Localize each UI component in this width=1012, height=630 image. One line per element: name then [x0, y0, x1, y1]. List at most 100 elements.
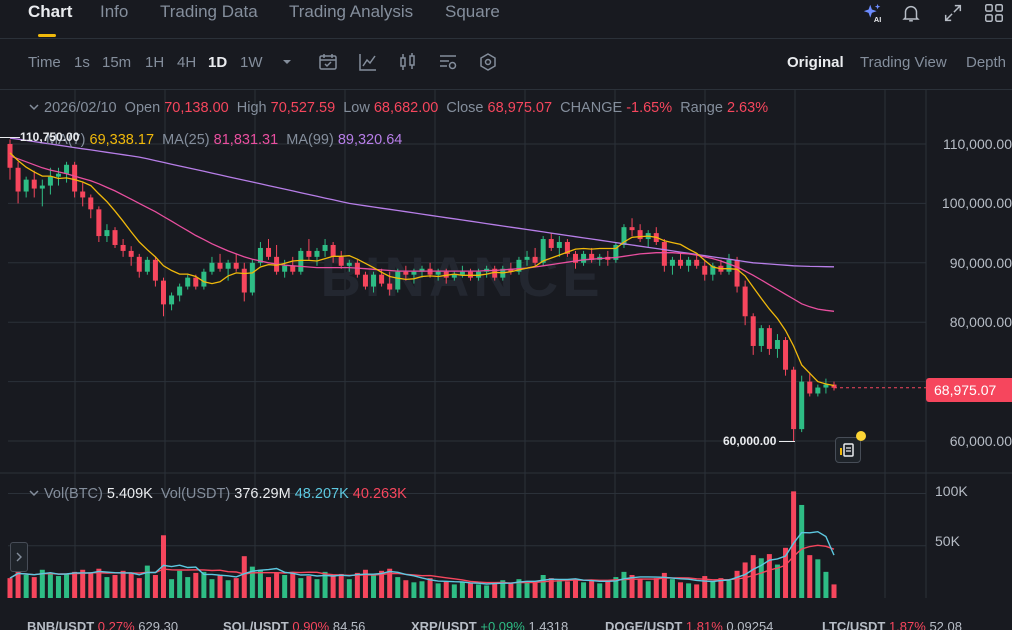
volume-bar: [282, 575, 288, 598]
collapse-chevron-icon[interactable]: [28, 101, 40, 113]
tab-trading-data[interactable]: Trading Data: [160, 2, 258, 21]
candle-body: [96, 209, 102, 237]
volume-collapse-icon[interactable]: [28, 487, 40, 499]
ticker-pair: LTC/USDT: [822, 619, 886, 630]
candle-body: [774, 340, 780, 349]
interval-15m[interactable]: 15m: [102, 54, 132, 71]
ticker-pair: DOGE/USDT: [605, 619, 683, 630]
interval-dropdown-icon[interactable]: [280, 55, 294, 69]
ma25-label: MA(25): [162, 132, 210, 148]
ticker-item[interactable]: BNB/USDT 0.27% 629.30: [27, 619, 178, 630]
volume-bar: [589, 580, 595, 598]
candle-body: [710, 265, 716, 275]
interval-1w[interactable]: 1W: [240, 54, 263, 71]
event-marker-icon[interactable]: [835, 437, 861, 463]
candle-body: [540, 239, 546, 263]
interval-1h[interactable]: 1H: [145, 54, 165, 71]
current-price-value: 68,975.07: [934, 382, 997, 398]
candle-body: [572, 253, 578, 263]
tab-chart[interactable]: Chart: [28, 2, 73, 21]
vol-btc-value: 5.409K: [106, 486, 153, 502]
ticker-change: 0.90%: [292, 619, 330, 630]
candlestick-icon[interactable]: [398, 52, 418, 72]
view-original[interactable]: Original: [787, 54, 844, 71]
low-marker-value: 60,000.00: [723, 434, 777, 448]
volume-bar: [653, 578, 659, 598]
notification-dot: [856, 431, 866, 441]
expand-icon[interactable]: [942, 2, 964, 24]
volume-bar: [621, 571, 627, 598]
change-value: -1.65%: [626, 100, 673, 116]
volume-bar: [669, 579, 675, 598]
candle-body: [193, 277, 199, 287]
ai-badge-text: AI: [874, 15, 881, 24]
volume-bar: [346, 579, 352, 598]
volume-bar: [799, 504, 805, 598]
candle-body: [217, 262, 223, 269]
volume-bar: [532, 582, 538, 598]
volume-bar: [160, 535, 166, 598]
candle-body: [362, 274, 368, 287]
current-price-tag: 68,975.07: [926, 378, 1012, 402]
indicator-line-icon[interactable]: [358, 52, 378, 72]
ticker-pair: XRP/USDT: [411, 619, 477, 630]
interval-time[interactable]: Time: [28, 54, 61, 71]
ticker-price: 52.08: [929, 619, 962, 630]
ticker-item[interactable]: DOGE/USDT 1.81% 0.09254: [605, 619, 773, 630]
hexagon-settings-icon[interactable]: [478, 52, 498, 72]
ticker-item[interactable]: LTC/USDT 1.87% 52.08: [822, 619, 962, 630]
volume-bar: [225, 580, 231, 598]
tab-info[interactable]: Info: [100, 2, 129, 21]
high-marker: 110,750.00: [0, 130, 79, 144]
bell-icon[interactable]: [900, 2, 922, 24]
tab-square[interactable]: Square: [445, 2, 500, 21]
ticker-change: +0.09%: [480, 619, 525, 630]
volume-bar: [637, 579, 643, 598]
ma25-line: [9, 155, 835, 312]
candle-body: [726, 259, 732, 272]
candle-body: [241, 268, 247, 293]
volume-bar: [120, 570, 126, 598]
interval-1s[interactable]: 1s: [74, 54, 90, 71]
candle-body: [177, 286, 183, 296]
candle-body: [524, 256, 530, 260]
ticker-item[interactable]: XRP/USDT +0.09% 1.4318: [411, 619, 568, 630]
ma99-label: MA(99): [286, 132, 334, 148]
volume-bar: [104, 577, 110, 598]
volume-bar: [678, 582, 684, 598]
volume-bar: [80, 569, 86, 598]
volume-bar: [467, 583, 473, 598]
candle-body: [371, 274, 377, 287]
chart-toolbar: Time 1s 15m 1H 4H 1D 1W Original Trading…: [0, 39, 1012, 90]
scroll-left-handle[interactable]: [10, 542, 28, 572]
chart-settings-icon[interactable]: [438, 52, 458, 72]
candle-body: [39, 185, 45, 189]
volume-bars: [7, 491, 837, 598]
ticker-change: 1.87%: [888, 619, 926, 630]
view-trading-view[interactable]: Trading View: [860, 54, 947, 71]
tab-trading-analysis[interactable]: Trading Analysis: [289, 2, 414, 21]
volume-bar: [257, 569, 263, 598]
volume-bar: [556, 580, 562, 598]
volume-bar: [783, 547, 789, 598]
ai-sparkle-icon[interactable]: AI: [862, 2, 884, 24]
high-marker-value: 110,750.00: [20, 130, 80, 144]
price-chart[interactable]: BINANCE: [0, 90, 1012, 612]
volume-bar: [427, 578, 433, 598]
layout-grid-icon[interactable]: [983, 2, 1005, 24]
ticker-pair: SOL/USDT: [223, 619, 289, 630]
volume-bar: [31, 577, 37, 598]
interval-1d[interactable]: 1D: [208, 54, 228, 71]
candle-body: [532, 256, 538, 263]
ma7-value: 69,338.17: [89, 132, 155, 148]
volume-bar: [572, 579, 578, 598]
ticker-item[interactable]: SOL/USDT 0.90% 84.56: [223, 619, 365, 630]
ohlc-date: 2026/02/10: [44, 100, 117, 116]
view-depth[interactable]: Depth: [966, 54, 1007, 71]
calendar-icon[interactable]: [318, 52, 338, 72]
interval-4h[interactable]: 4H: [177, 54, 197, 71]
candle-body: [395, 271, 401, 290]
ticker-pair: BNB/USDT: [27, 619, 95, 630]
candle-body: [823, 384, 829, 388]
candle-body: [807, 381, 813, 394]
